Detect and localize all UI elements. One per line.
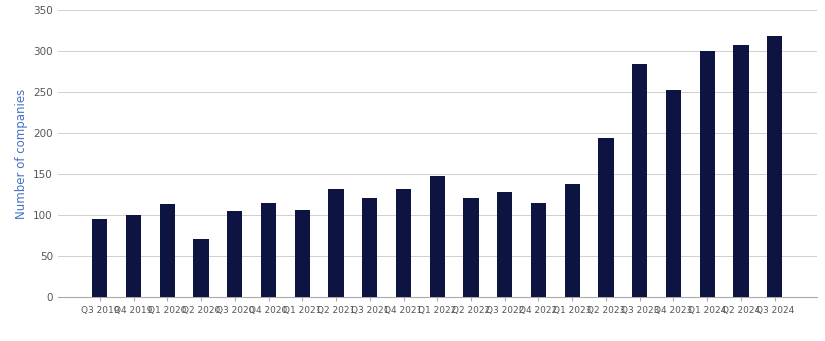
Bar (160, 204, 175, 297)
Bar (666, 90, 681, 297)
Bar (227, 211, 243, 297)
Bar (194, 239, 209, 297)
Bar (430, 176, 445, 297)
Bar (295, 210, 310, 297)
Bar (126, 215, 141, 297)
Bar (362, 198, 377, 297)
Bar (530, 203, 546, 297)
Bar (733, 45, 748, 297)
Bar (564, 184, 580, 297)
Y-axis label: Number of companies: Number of companies (15, 88, 27, 219)
Bar (598, 138, 614, 297)
Bar (328, 190, 344, 297)
Bar (700, 51, 714, 297)
Bar (396, 190, 411, 297)
Bar (464, 198, 478, 297)
Bar (767, 36, 782, 297)
Bar (92, 219, 107, 297)
Bar (497, 192, 512, 297)
Bar (261, 203, 276, 297)
Bar (632, 64, 648, 297)
